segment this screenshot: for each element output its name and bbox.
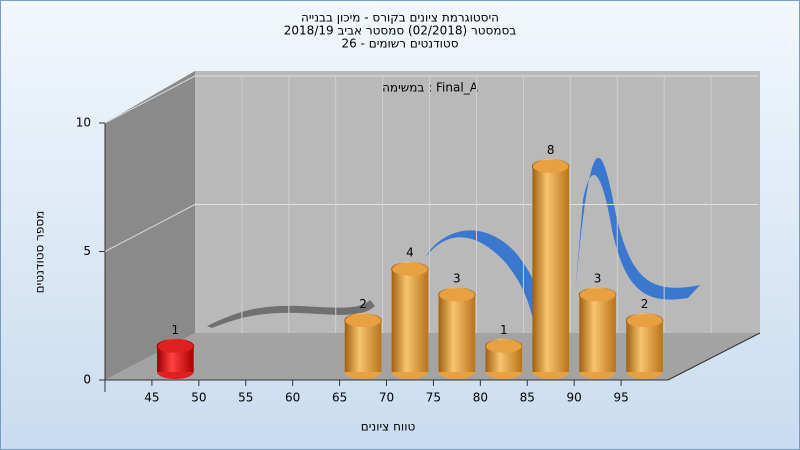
grid-line: [104, 75, 196, 124]
x-tick-label: 50: [191, 391, 206, 405]
distribution-ribbon: [207, 300, 375, 328]
x-tick-label: 75: [426, 391, 441, 405]
bar: [532, 166, 570, 372]
bar: [344, 320, 382, 372]
x-tick-label: 95: [613, 391, 628, 405]
bar-top: [625, 313, 664, 329]
bar-top: [438, 287, 476, 303]
value-label: 3: [594, 271, 602, 285]
x-tick-label: 45: [144, 391, 159, 405]
value-label: 2: [359, 297, 367, 311]
x-tick-label: 80: [473, 391, 488, 405]
bar: [579, 294, 616, 372]
y-axis-label: מספר סטודנטים: [33, 211, 47, 294]
bar-top: [484, 338, 523, 354]
value-label: 8: [547, 143, 555, 157]
x-axis-label: טווח ציונים: [361, 420, 416, 434]
bar-top: [391, 261, 429, 277]
value-label: 3: [453, 271, 461, 285]
x-tick-label: 60: [285, 391, 300, 405]
bar: [626, 320, 663, 372]
x-tick-label: 70: [379, 391, 394, 405]
y-tick-label: 0: [83, 373, 91, 387]
bar-top: [156, 338, 195, 354]
x-tick-label: 65: [332, 391, 347, 405]
bar: [391, 269, 429, 372]
value-label: 4: [406, 246, 414, 260]
floor-edge: [667, 332, 761, 381]
chart-subtitle: סטודנטים רשומים - 26: [341, 37, 458, 51]
bar-top: [531, 158, 570, 174]
value-label: 2: [641, 297, 649, 311]
value-label: 1: [500, 323, 508, 337]
x-tick-label: 90: [567, 391, 582, 405]
value-label: 1: [172, 323, 180, 337]
bar-top: [578, 287, 617, 303]
y-tick-label: 10: [76, 116, 91, 130]
chart-subtitle: בסמסטר (02/2018) סמסטר אביב 2018/19: [284, 24, 516, 38]
chart-title: היסטוגרמת ציונים בקורס - מיכון בבנייה: [301, 11, 499, 25]
bar: [438, 294, 476, 372]
y-tick-label: 5: [83, 244, 91, 258]
x-tick-label: 85: [520, 391, 535, 405]
left-wall: [105, 71, 195, 380]
grid-line: [104, 204, 196, 252]
bar-top: [344, 313, 382, 329]
annotation: במשימה : Final_A: [382, 81, 479, 95]
x-tick-label: 55: [238, 391, 253, 405]
